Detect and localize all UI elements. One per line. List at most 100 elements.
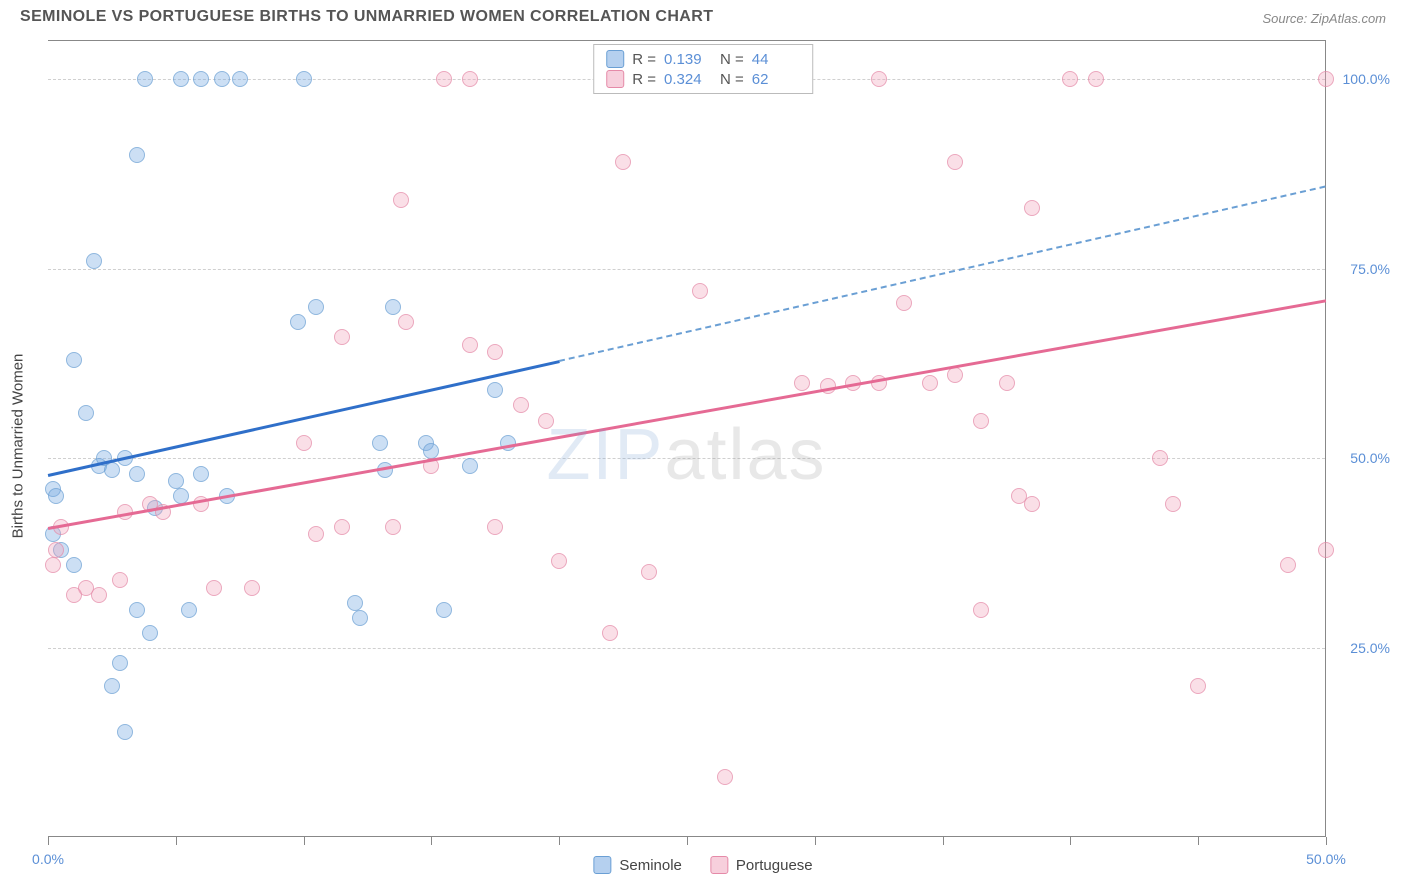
data-point xyxy=(45,557,61,573)
legend-label: Seminole xyxy=(619,857,682,874)
data-point xyxy=(1165,496,1181,512)
data-point xyxy=(462,337,478,353)
gridline xyxy=(48,648,1325,649)
data-point xyxy=(308,526,324,542)
data-point xyxy=(347,595,363,611)
x-tick xyxy=(431,837,432,845)
x-tick xyxy=(1198,837,1199,845)
data-point xyxy=(1280,557,1296,573)
n-label: N = xyxy=(720,51,744,68)
x-tick xyxy=(1070,837,1071,845)
data-point xyxy=(513,397,529,413)
n-label: N = xyxy=(720,71,744,88)
data-point xyxy=(436,71,452,87)
data-point xyxy=(385,519,401,535)
x-tick-label: 50.0% xyxy=(1306,851,1346,867)
data-point xyxy=(66,587,82,603)
data-point xyxy=(692,283,708,299)
data-point xyxy=(181,602,197,618)
data-point xyxy=(947,154,963,170)
r-label: R = xyxy=(632,51,656,68)
data-point xyxy=(232,71,248,87)
n-value: 62 xyxy=(752,71,800,88)
trend-line xyxy=(559,185,1326,362)
data-point xyxy=(129,602,145,618)
data-point xyxy=(173,71,189,87)
y-axis-title: Births to Unmarried Women xyxy=(10,354,27,539)
data-point xyxy=(794,375,810,391)
data-point xyxy=(308,299,324,315)
r-value: 0.139 xyxy=(664,51,712,68)
x-tick xyxy=(943,837,944,845)
data-point xyxy=(334,329,350,345)
data-point xyxy=(398,314,414,330)
data-point xyxy=(973,602,989,618)
x-tick xyxy=(815,837,816,845)
data-point xyxy=(947,367,963,383)
legend-row: R = 0.139 N = 44 xyxy=(606,49,800,69)
data-point xyxy=(352,610,368,626)
legend-swatch xyxy=(593,856,611,874)
data-point xyxy=(66,557,82,573)
data-point xyxy=(871,71,887,87)
n-value: 44 xyxy=(752,51,800,68)
data-point xyxy=(1088,71,1104,87)
data-point xyxy=(999,375,1015,391)
data-point xyxy=(1318,71,1334,87)
chart-title: SEMINOLE VS PORTUGUESE BIRTHS TO UNMARRI… xyxy=(20,8,713,26)
x-tick xyxy=(1326,837,1327,845)
data-point xyxy=(78,405,94,421)
data-point xyxy=(462,71,478,87)
data-point xyxy=(602,625,618,641)
x-tick-label: 0.0% xyxy=(32,851,64,867)
data-point xyxy=(436,602,452,618)
x-tick xyxy=(304,837,305,845)
data-point xyxy=(922,375,938,391)
data-point xyxy=(244,580,260,596)
series-legend: Seminole Portuguese xyxy=(593,856,812,874)
data-point xyxy=(214,71,230,87)
y-tick-label: 50.0% xyxy=(1350,450,1390,466)
x-tick xyxy=(48,837,49,845)
data-point xyxy=(206,580,222,596)
data-point xyxy=(896,295,912,311)
data-point xyxy=(385,299,401,315)
legend-swatch xyxy=(710,856,728,874)
data-point xyxy=(104,678,120,694)
legend-label: Portuguese xyxy=(736,857,813,874)
data-point xyxy=(1318,542,1334,558)
data-point xyxy=(423,443,439,459)
data-point xyxy=(615,154,631,170)
data-point xyxy=(112,572,128,588)
y-tick-label: 25.0% xyxy=(1350,640,1390,656)
data-point xyxy=(86,253,102,269)
data-point xyxy=(1190,678,1206,694)
data-point xyxy=(112,655,128,671)
data-point xyxy=(1152,450,1168,466)
trend-line xyxy=(48,299,1326,529)
data-point xyxy=(168,473,184,489)
r-label: R = xyxy=(632,71,656,88)
data-point xyxy=(487,344,503,360)
data-point xyxy=(137,71,153,87)
data-point xyxy=(1062,71,1078,87)
data-point xyxy=(393,192,409,208)
data-point xyxy=(717,769,733,785)
data-point xyxy=(129,466,145,482)
x-tick xyxy=(687,837,688,845)
data-point xyxy=(193,466,209,482)
legend-item: Portuguese xyxy=(710,856,813,874)
data-point xyxy=(129,147,145,163)
y-tick-label: 100.0% xyxy=(1343,71,1390,87)
legend-swatch xyxy=(606,70,624,88)
legend-item: Seminole xyxy=(593,856,682,874)
data-point xyxy=(91,587,107,603)
data-point xyxy=(193,71,209,87)
r-value: 0.324 xyxy=(664,71,712,88)
data-point xyxy=(296,71,312,87)
data-point xyxy=(1024,200,1040,216)
data-point xyxy=(551,553,567,569)
gridline xyxy=(48,458,1325,459)
x-tick xyxy=(176,837,177,845)
legend-row: R = 0.324 N = 62 xyxy=(606,69,800,89)
